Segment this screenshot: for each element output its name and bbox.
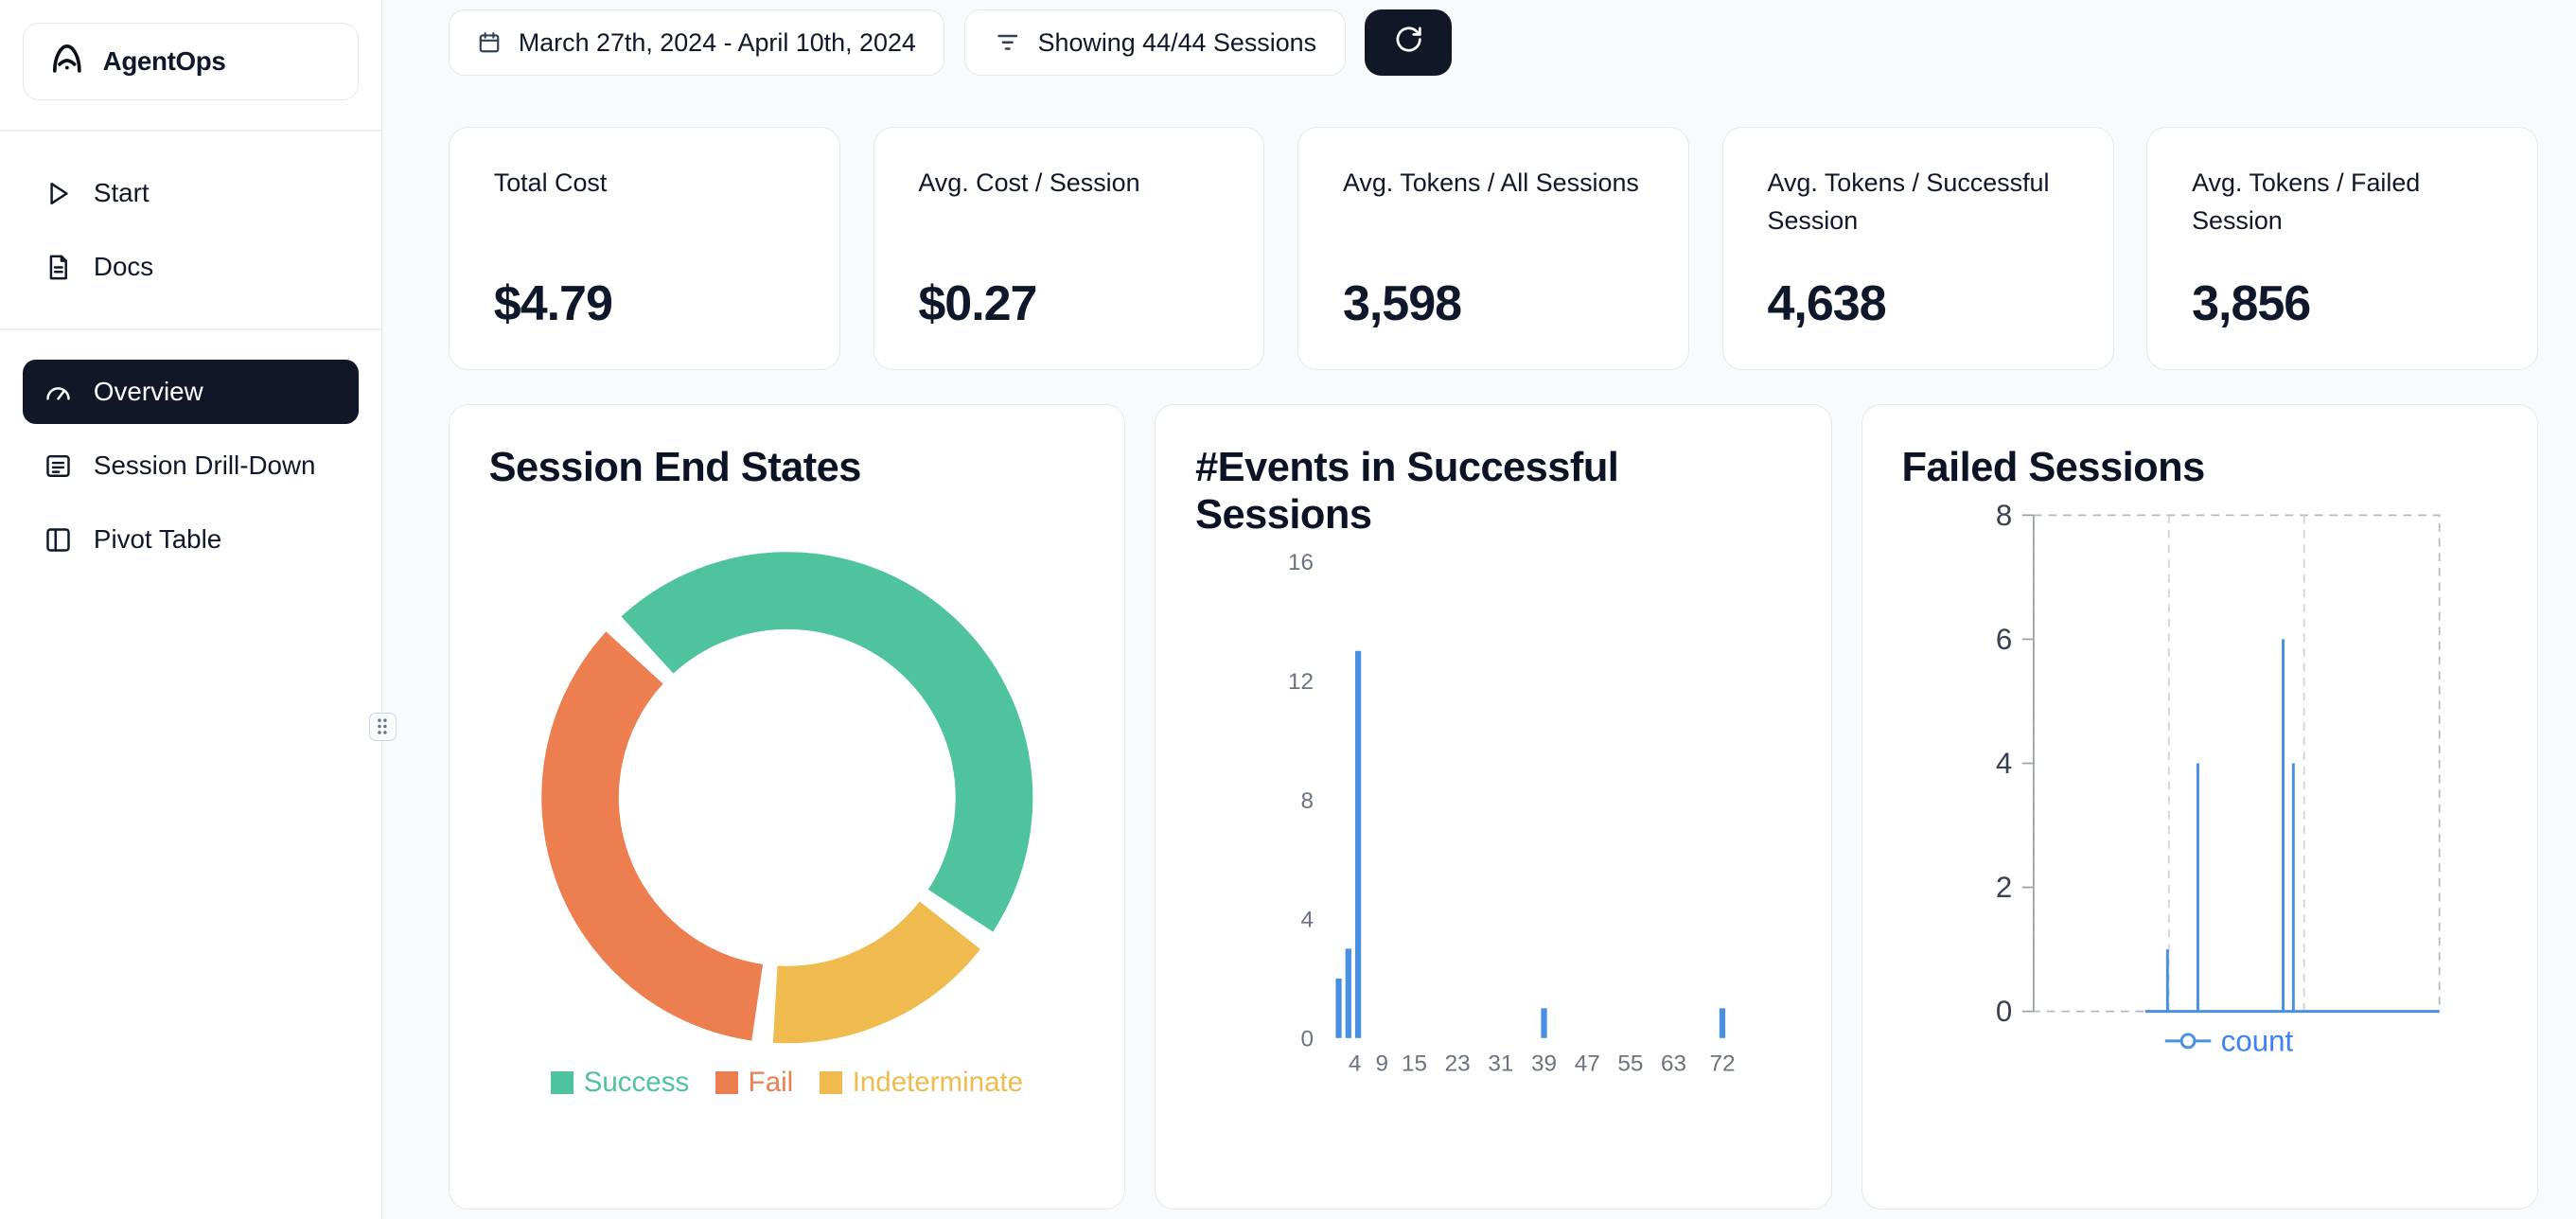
sidebar-divider xyxy=(0,328,382,331)
legend-label: Success xyxy=(583,1067,690,1099)
svg-text:8: 8 xyxy=(1301,788,1314,814)
stats-row: Total Cost $4.79 Avg. Cost / Session $0.… xyxy=(448,126,2539,370)
date-range-label: March 27th, 2024 - April 10th, 2024 xyxy=(518,27,916,57)
sidebar-item-label: Start xyxy=(93,178,150,208)
svg-text:23: 23 xyxy=(1445,1051,1471,1077)
sidebar-item-label: Pivot Table xyxy=(93,524,222,555)
svg-text:63: 63 xyxy=(1661,1051,1686,1077)
stat-value: 3,856 xyxy=(2192,276,2311,332)
legend-item-fail: Fail xyxy=(715,1067,793,1099)
events-successful-sessions-card: #Events in Successful Sessions 0 4 8 12 16 4 9… xyxy=(1155,404,1832,1210)
stat-card-avg-cost-session: Avg. Cost / Session $0.27 xyxy=(873,126,1265,370)
grip-dots-icon xyxy=(376,712,389,742)
docs-icon xyxy=(43,252,74,283)
charts-row: Session End States Success Fail Indetermin… xyxy=(448,404,2539,1210)
stat-value: $4.79 xyxy=(493,276,613,332)
svg-text:39: 39 xyxy=(1531,1051,1557,1077)
session-end-states-card: Session End States Success Fail Indetermin… xyxy=(448,404,1126,1210)
sidebar-item-label: Session Drill-Down xyxy=(93,450,316,481)
chart-title-events: #Events in Successful Sessions xyxy=(1195,444,1619,538)
pivot-icon xyxy=(43,524,74,556)
svg-text:72: 72 xyxy=(1710,1051,1736,1077)
svg-text:31: 31 xyxy=(1488,1051,1513,1077)
play-icon xyxy=(43,178,74,209)
legend-label: Indeterminate xyxy=(852,1067,1024,1099)
legend-swatch xyxy=(715,1071,739,1095)
sidebar-item-start[interactable]: Start xyxy=(23,161,359,225)
svg-text:0: 0 xyxy=(1995,995,2011,1028)
agentops-logo-icon xyxy=(47,39,87,85)
chart-title-failed-sessions: Failed Sessions xyxy=(1901,444,2206,490)
svg-text:12: 12 xyxy=(1288,669,1314,695)
failed-sessions-line-chart: 0 2 4 6 8 count xyxy=(1902,498,2498,1068)
stat-label: Avg. Cost / Session xyxy=(918,168,1140,197)
sidebar-item-label: Docs xyxy=(93,252,154,282)
refresh-icon xyxy=(1394,25,1423,61)
legend-item-indeterminate: Indeterminate xyxy=(819,1067,1024,1099)
failed-sessions-card: Failed Sessions 0 2 4 6 8 count xyxy=(1861,404,2539,1210)
donut-legend: Success Fail Indeterminate xyxy=(489,1067,1085,1099)
sidebar-nav-top: Start Docs xyxy=(23,161,359,299)
refresh-button[interactable] xyxy=(1365,9,1453,76)
svg-text:47: 47 xyxy=(1575,1051,1600,1077)
logo-text: AgentOps xyxy=(102,46,226,77)
svg-text:8: 8 xyxy=(1995,499,2011,532)
svg-text:16: 16 xyxy=(1288,550,1314,575)
stat-value: $0.27 xyxy=(918,276,1037,332)
drilldown-icon xyxy=(43,450,74,482)
svg-text:0: 0 xyxy=(1301,1027,1314,1052)
legend-swatch xyxy=(819,1071,843,1095)
legend-item-success: Success xyxy=(551,1067,689,1099)
svg-text:9: 9 xyxy=(1376,1051,1389,1077)
svg-text:55: 55 xyxy=(1617,1051,1643,1077)
stat-label: Avg. Tokens / All Sessions xyxy=(1342,168,1639,197)
stat-card-total-cost: Total Cost $4.79 xyxy=(448,126,840,370)
chart-title-session-end-states: Session End States xyxy=(488,444,862,490)
stat-label: Avg. Tokens / Failed Session xyxy=(2192,168,2421,236)
stat-value: 4,638 xyxy=(1767,276,1887,332)
stat-card-avg-tokens-failed: Avg. Tokens / Failed Session 3,856 xyxy=(2146,126,2539,370)
svg-text:4: 4 xyxy=(1301,908,1314,933)
svg-text:4: 4 xyxy=(1349,1051,1362,1077)
sidebar-divider xyxy=(0,130,382,132)
sidebar-item-overview[interactable]: Overview xyxy=(23,360,360,425)
filter-icon xyxy=(994,28,1022,57)
gauge-icon xyxy=(43,377,74,408)
svg-text:2: 2 xyxy=(1995,871,2011,904)
session-end-states-donut-chart xyxy=(489,535,1085,1061)
svg-text:6: 6 xyxy=(1995,622,2011,655)
sidebar-item-docs[interactable]: Docs xyxy=(23,235,359,299)
logo[interactable]: AgentOps xyxy=(23,23,360,101)
events-bar-chart: 0 4 8 12 16 4 9 15 23 31 39 47 55 63 72 xyxy=(1195,545,1791,1097)
stat-card-avg-tokens-successful: Avg. Tokens / Successful Session 4,638 xyxy=(1721,126,2114,370)
topbar: March 27th, 2024 - April 10th, 2024 Show… xyxy=(448,9,2538,76)
legend-label: Fail xyxy=(748,1067,794,1099)
sidebar-resize-handle[interactable] xyxy=(368,712,397,742)
svg-text:count: count xyxy=(2220,1024,2293,1057)
sessions-filter-button[interactable]: Showing 44/44 Sessions xyxy=(964,9,1346,76)
main-content: March 27th, 2024 - April 10th, 2024 Show… xyxy=(382,0,2576,1219)
calendar-icon xyxy=(477,30,502,55)
legend-swatch xyxy=(551,1071,574,1095)
svg-text:15: 15 xyxy=(1402,1051,1427,1077)
sidebar-item-session-drill-down[interactable]: Session Drill-Down xyxy=(23,433,359,498)
stat-label: Avg. Tokens / Successful Session xyxy=(1767,168,2050,236)
sessions-filter-label: Showing 44/44 Sessions xyxy=(1037,27,1317,57)
sidebar-item-pivot-table[interactable]: Pivot Table xyxy=(23,508,359,573)
sidebar-nav-main: Overview Session Drill-Down xyxy=(23,360,360,573)
sidebar-item-label: Overview xyxy=(93,377,203,407)
stat-label: Total Cost xyxy=(493,168,608,197)
stat-value: 3,598 xyxy=(1342,276,1462,332)
sidebar: AgentOps Start xyxy=(0,0,397,1219)
svg-text:4: 4 xyxy=(1995,746,2011,779)
date-range-button[interactable]: March 27th, 2024 - April 10th, 2024 xyxy=(448,9,945,76)
stat-card-avg-tokens-all: Avg. Tokens / All Sessions 3,598 xyxy=(1297,126,1689,370)
